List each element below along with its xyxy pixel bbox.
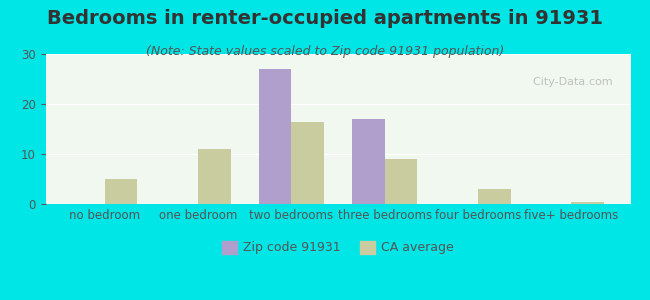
Bar [352, 119, 385, 204]
Bar [478, 189, 511, 204]
Text: (Note: State values scaled to Zip code 91931 population): (Note: State values scaled to Zip code 9… [146, 45, 504, 58]
Bar [291, 122, 324, 204]
Bar [571, 202, 604, 204]
Bar [385, 159, 417, 204]
Bar [105, 179, 137, 204]
Legend: Zip code 91931, CA average: Zip code 91931, CA average [216, 235, 460, 261]
Text: Bedrooms in renter-occupied apartments in 91931: Bedrooms in renter-occupied apartments i… [47, 9, 603, 28]
Bar [259, 69, 291, 204]
Bar [198, 149, 231, 204]
Text: City-Data.com: City-Data.com [526, 76, 613, 86]
